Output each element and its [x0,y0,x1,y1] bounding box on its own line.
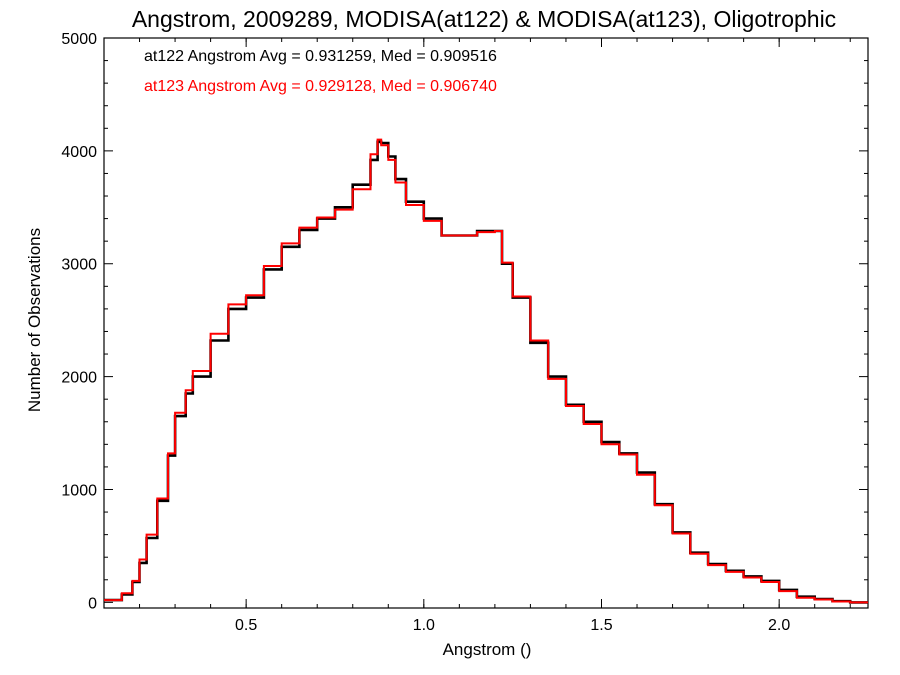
x-tick-label: 0.5 [235,617,257,634]
legend-entry-at122: at122 Angstrom Avg = 0.931259, Med = 0.9… [144,48,497,65]
x-tick-label: 1.5 [590,617,612,634]
y-tick-label: 5000 [61,31,97,48]
y-tick-label: 4000 [61,144,97,161]
y-axis-title: Number of Observations [25,228,44,412]
y-tick-label: 0 [88,595,97,612]
series-at123-line [104,138,868,604]
x-tick-label: 1.0 [413,617,435,634]
legend-entry-at123: at123 Angstrom Avg = 0.929128, Med = 0.9… [144,78,497,95]
x-axis-title: Angstrom () [443,640,532,659]
chart-title: Angstrom, 2009289, MODISA(at122) & MODIS… [132,6,836,32]
y-tick-label: 1000 [61,482,97,499]
y-axis: 0 1000 2000 3000 4000 5000 [61,31,868,612]
y-tick-label: 3000 [61,257,97,274]
x-tick-label: 2.0 [768,617,790,634]
y-tick-label: 2000 [61,370,97,387]
series-at122-line [104,140,868,604]
plot-frame [103,37,869,609]
series-layer [104,138,868,604]
x-axis: 0.5 1.0 1.5 2.0 [103,38,851,634]
